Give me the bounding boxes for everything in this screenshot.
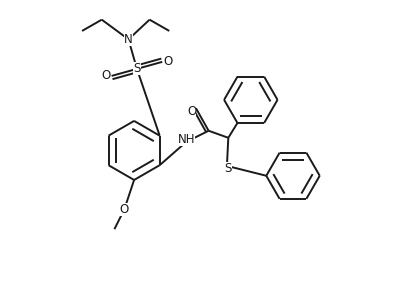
Text: NH: NH xyxy=(177,133,194,146)
Text: N: N xyxy=(124,33,132,46)
Text: O: O xyxy=(119,203,128,216)
Text: S: S xyxy=(224,162,231,175)
Text: O: O xyxy=(163,55,172,68)
Text: O: O xyxy=(101,69,110,82)
Text: S: S xyxy=(133,62,140,75)
Text: O: O xyxy=(187,105,196,118)
